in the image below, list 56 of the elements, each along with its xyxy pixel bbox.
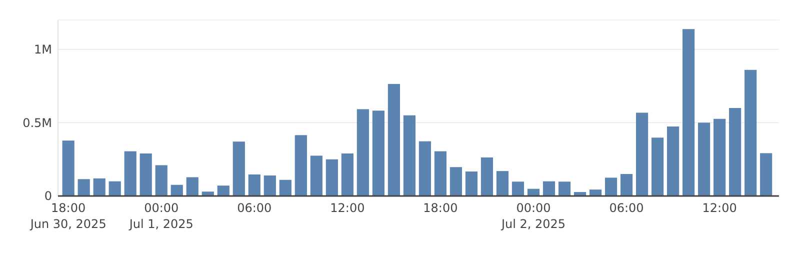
y-tick-label: 0	[44, 189, 52, 204]
bar	[450, 167, 462, 196]
bar	[279, 180, 292, 196]
y-tick-label: 0.5M	[22, 116, 52, 130]
bar	[434, 151, 447, 196]
bar	[527, 188, 540, 196]
bar	[604, 178, 618, 196]
bar	[667, 126, 680, 196]
bar	[698, 122, 710, 196]
y-tick-label: 1M	[34, 42, 52, 57]
bar	[729, 108, 742, 196]
bar	[651, 138, 664, 196]
bar	[78, 179, 90, 196]
bar	[480, 157, 494, 196]
bar	[62, 140, 74, 196]
x-tick-label: 12:00	[702, 201, 737, 215]
bar	[714, 118, 726, 196]
bar	[170, 184, 183, 196]
x-tick-label: 12:00	[330, 201, 365, 215]
bar	[326, 159, 338, 196]
bar	[465, 172, 478, 196]
bar	[341, 153, 354, 196]
bar	[403, 115, 416, 196]
bar	[620, 174, 633, 196]
bar	[418, 141, 432, 196]
bar	[108, 181, 121, 196]
bar	[248, 174, 260, 196]
bar	[155, 165, 168, 196]
x-tick-label: 00:00 Jul 2, 2025	[500, 201, 566, 231]
bar	[294, 135, 307, 196]
bar	[356, 109, 369, 196]
bar	[202, 192, 214, 196]
bar	[217, 186, 230, 196]
bar	[512, 182, 524, 196]
bar	[310, 156, 322, 196]
x-tick-label: 18:00 Jun 30, 2025	[29, 201, 106, 231]
x-tick-label: 00:00 Jul 1, 2025	[128, 201, 194, 231]
bar	[542, 181, 556, 196]
bar	[372, 110, 384, 196]
bar	[93, 178, 106, 196]
bar	[388, 84, 400, 196]
x-tick-label: 18:00	[423, 201, 458, 215]
bar	[760, 153, 772, 196]
bar	[140, 153, 152, 196]
bar	[232, 142, 245, 196]
x-tick-label: 06:00	[237, 201, 272, 215]
bar	[589, 190, 602, 196]
bar	[124, 151, 136, 196]
x-tick-label: 06:00	[609, 201, 644, 215]
bar	[496, 171, 509, 196]
bar	[264, 175, 276, 196]
bar	[558, 182, 571, 196]
bar	[682, 29, 695, 196]
bar	[636, 112, 648, 196]
bar	[186, 177, 198, 196]
bar	[744, 70, 757, 196]
